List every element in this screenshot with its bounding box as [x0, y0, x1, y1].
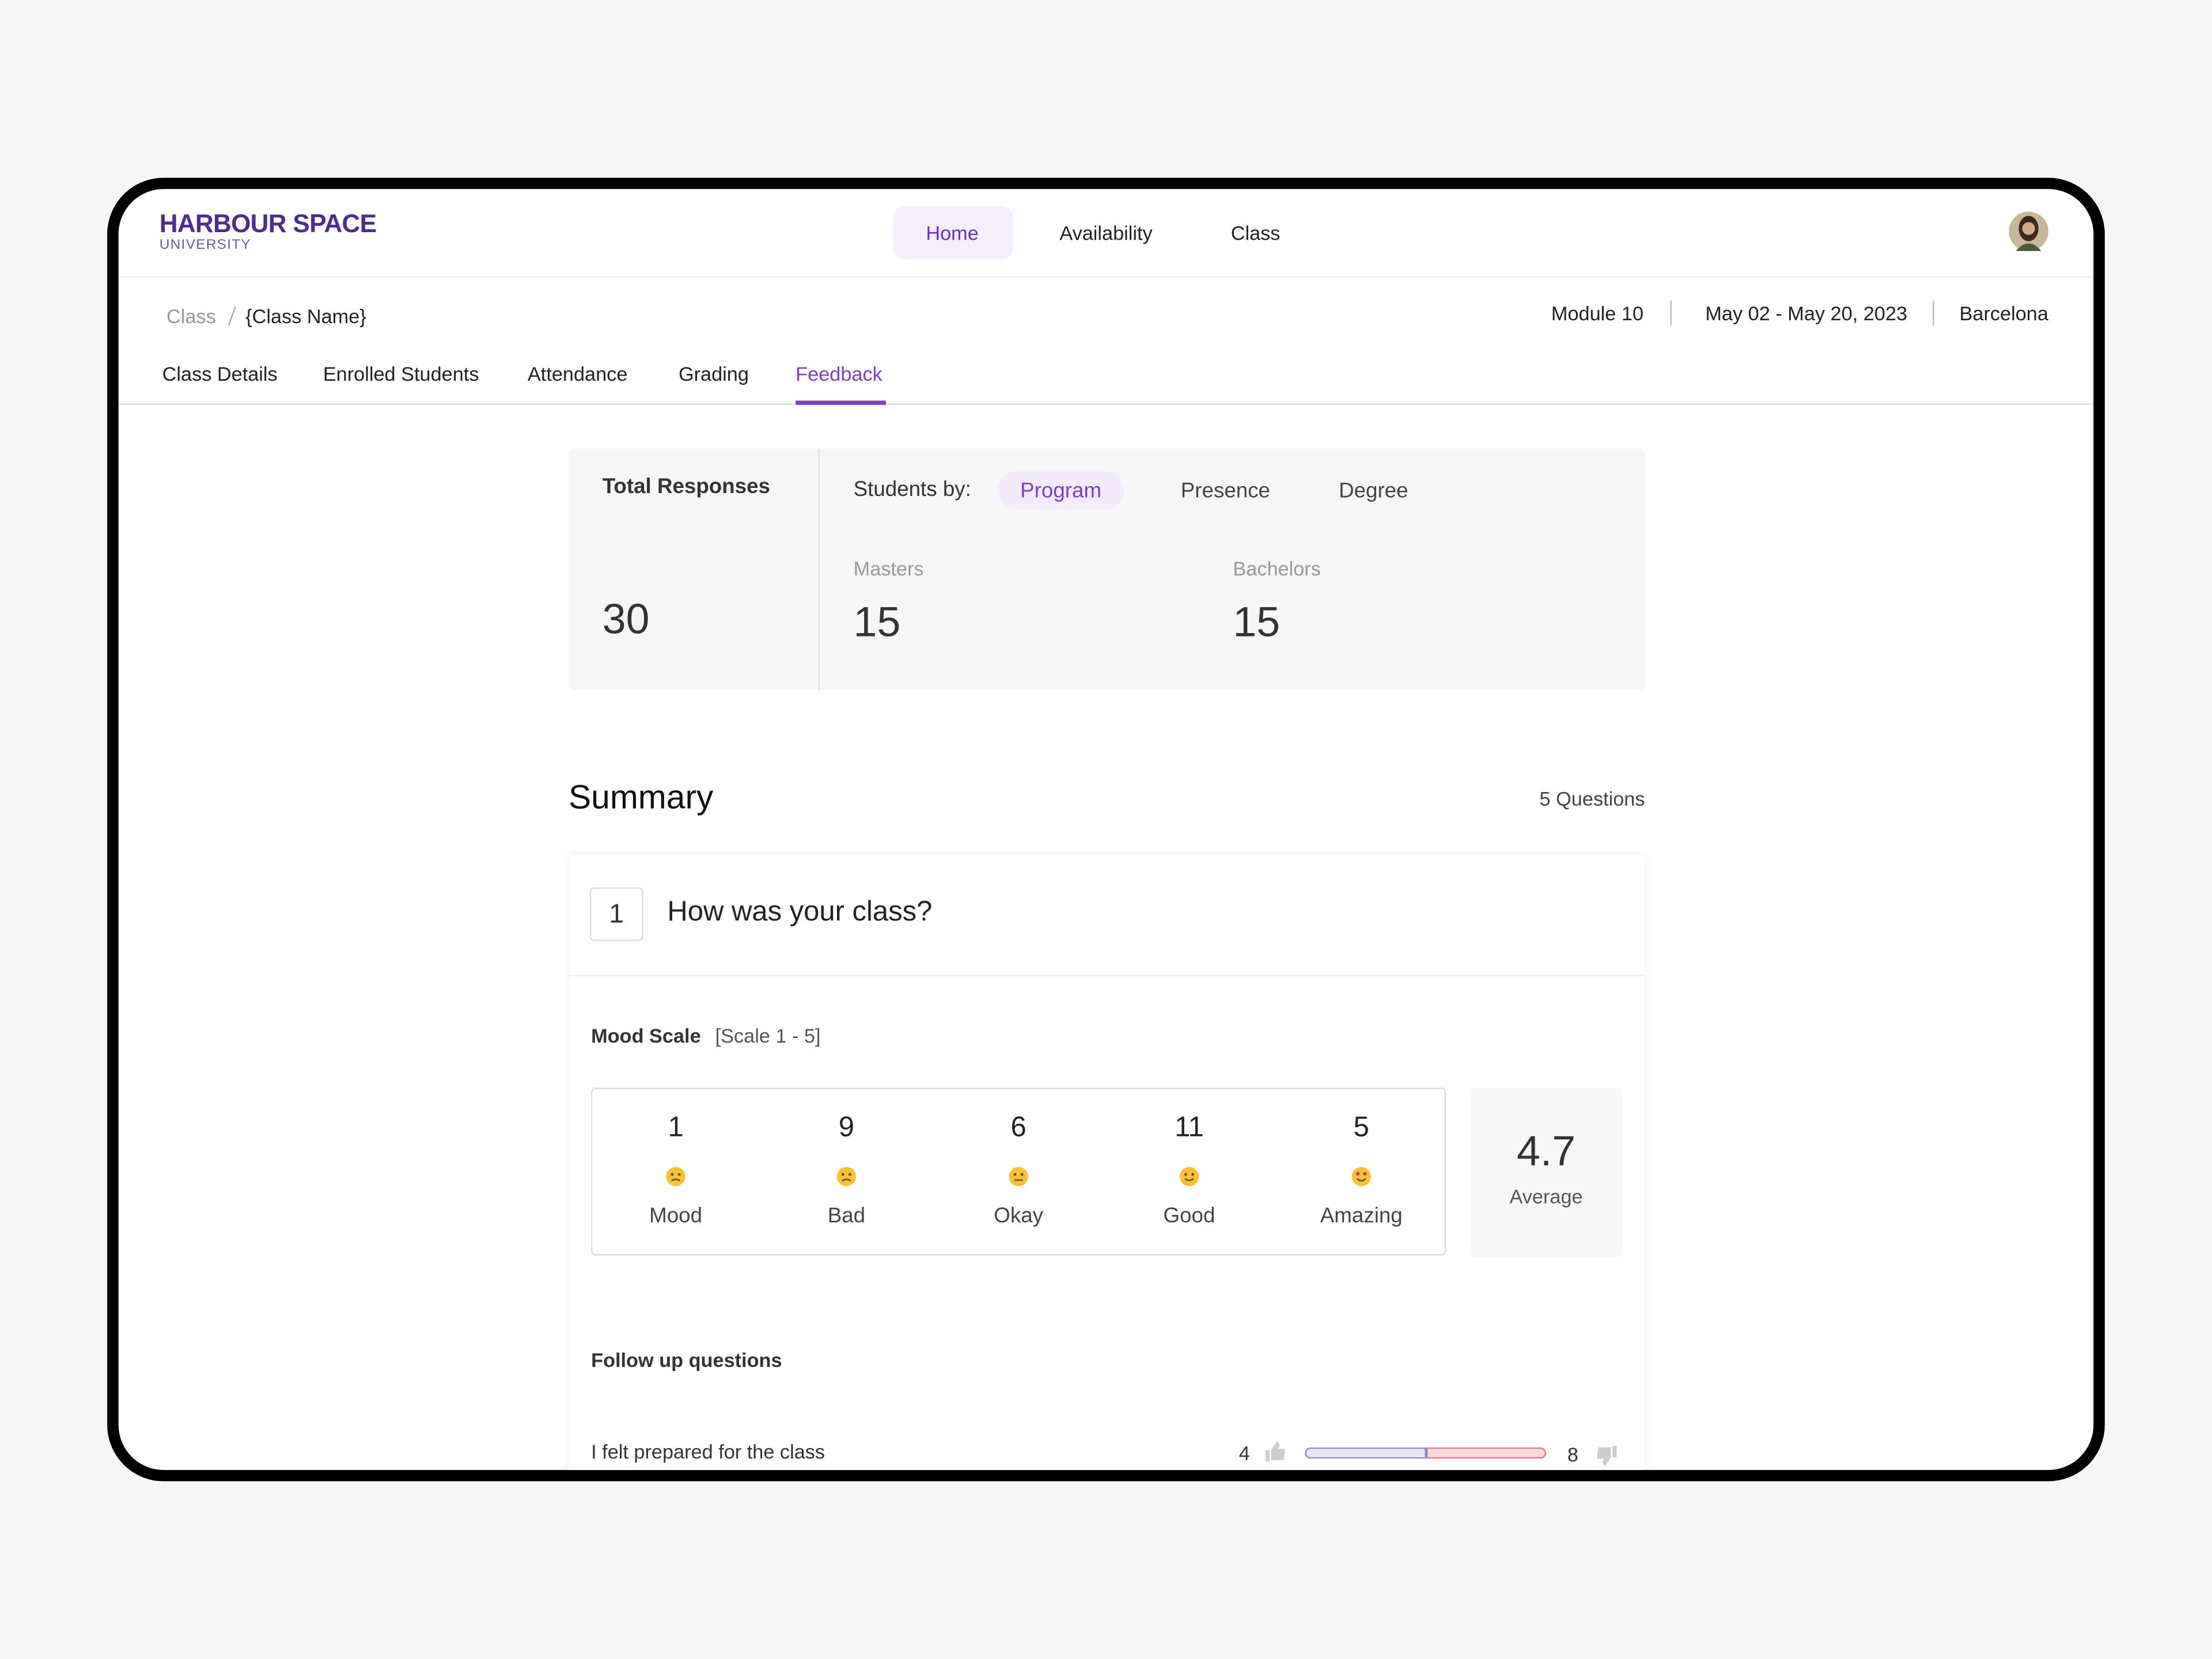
avatar[interactable] [2009, 211, 2048, 251]
group-value: 15 [1233, 599, 1281, 646]
question-text: How was your class? [667, 896, 933, 928]
mood-count: 1 [668, 1112, 684, 1143]
meta-location: Barcelona [1959, 302, 2048, 325]
breadcrumb-separator [228, 306, 236, 326]
students-by-label: Students by: [853, 477, 971, 502]
filter-active-bg [997, 471, 1124, 510]
meta-dates: May 02 - May 20, 2023 [1705, 302, 1908, 325]
filter[interactable]: Presence [1180, 479, 1271, 503]
question-number-box [589, 887, 643, 941]
tab[interactable]: Attendance [527, 362, 628, 385]
mood-label: Amazing [1320, 1204, 1403, 1228]
mood-label: Good [1163, 1204, 1215, 1228]
tab[interactable]: Grading [678, 362, 749, 385]
mood-emoji [1351, 1166, 1371, 1187]
meta-separator [1933, 300, 1934, 326]
mood-label: Okay [994, 1204, 1044, 1228]
nav-item[interactable]: Home [926, 221, 979, 244]
total-value: 30 [602, 596, 650, 643]
brand: HARBOUR SPACE [159, 209, 377, 238]
tab[interactable]: Class Details [162, 362, 278, 385]
question-number: 1 [609, 900, 624, 930]
tab-active[interactable]: Feedback [796, 362, 882, 385]
group-label: Bachelors [1233, 557, 1321, 580]
mood-emoji [666, 1166, 685, 1187]
mood-label: Mood [649, 1204, 703, 1228]
nav-item[interactable]: Class [1230, 221, 1281, 244]
stats-divider [818, 448, 820, 690]
average-label: Average [1509, 1185, 1583, 1208]
scale-label: Mood Scale [591, 1024, 701, 1047]
breadcrumb-current: {Class Name} [245, 304, 366, 328]
follow-up-text: I felt prepared for the class [591, 1440, 825, 1463]
mood-box [591, 1088, 1446, 1256]
screen: HARBOUR SPACE UNIVERSITY Home Availabili… [118, 189, 2094, 1470]
device-frame: HARBOUR SPACE UNIVERSITY Home Availabili… [107, 177, 2105, 1482]
breadcrumb-link[interactable]: Class [166, 304, 216, 328]
mood-count: 9 [838, 1112, 855, 1143]
summary-title: Summary [568, 778, 714, 817]
follow-up-title: Follow up questions [591, 1349, 782, 1372]
average-box [1469, 1088, 1623, 1257]
disagree-bar [1425, 1447, 1547, 1459]
brand-sub: UNIVERSITY [159, 237, 251, 253]
filter[interactable]: Program [1020, 479, 1102, 503]
mood-count: 6 [1010, 1112, 1027, 1143]
nav-item[interactable]: Availability [1059, 221, 1153, 244]
mood-label: Bad [827, 1204, 866, 1228]
group-label: Masters [853, 557, 924, 580]
mood-count: 11 [1175, 1112, 1204, 1143]
meta-module: Module 10 [1551, 302, 1644, 325]
follow-up-down: 8 [1567, 1443, 1578, 1466]
thumb-up-icon[interactable] [1265, 1441, 1287, 1462]
scale-range: [Scale 1 - 5] [715, 1024, 821, 1047]
filter[interactable]: Degree [1339, 479, 1408, 503]
mood-emoji [1179, 1166, 1199, 1187]
total-label: Total Responses [602, 475, 770, 499]
question-divider [568, 975, 1645, 976]
question-count: 5 Questions [1539, 787, 1645, 810]
group-value: 15 [853, 599, 901, 646]
thumb-down-icon[interactable] [1596, 1446, 1617, 1466]
header-divider [118, 276, 2094, 278]
tab[interactable]: Enrolled Students [323, 362, 479, 385]
tabs-divider [118, 403, 2094, 405]
tab-underline [796, 400, 886, 405]
average-value: 4.7 [1516, 1128, 1576, 1176]
mood-count: 5 [1353, 1112, 1369, 1143]
mood-emoji [1009, 1166, 1028, 1187]
agree-bar [1305, 1447, 1425, 1459]
meta-separator [1670, 300, 1672, 326]
question-card [568, 855, 1645, 1470]
nav-active-bg [893, 206, 1013, 260]
mood-emoji [836, 1166, 857, 1187]
follow-up-up: 4 [1238, 1441, 1250, 1465]
